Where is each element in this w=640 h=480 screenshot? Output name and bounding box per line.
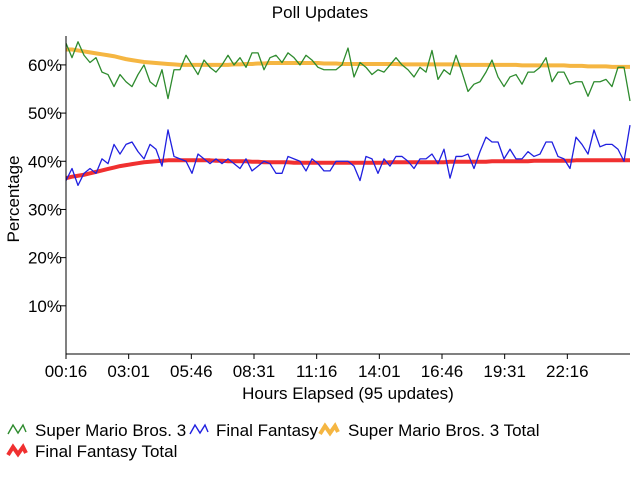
y-tick-label: 50% [28,104,62,123]
x-tick-label: 19:31 [483,362,526,381]
x-tick-label: 22:16 [546,362,589,381]
y-tick-label: 40% [28,152,62,171]
series-line-1 [65,125,631,187]
y-tick-label: 60% [28,56,62,75]
legend-label: Final Fantasy Total [35,442,177,461]
legend-label: Super Mario Bros. 3 Total [348,421,540,440]
plot-series [65,41,631,187]
x-ticks: 00:16 03:01 05:46 08:31 11:16 14:01 16:46 19:31… [45,354,589,381]
x-tick-label: 11:16 [296,362,337,381]
x-tick-label: 05:46 [170,362,213,381]
y-tick-label: 10% [28,297,62,316]
legend-zigzag-icon [318,422,340,437]
series-line-0 [65,41,631,102]
y-tick-label: 20% [28,249,62,268]
legend: Super Mario Bros. 3 Final Fantasy Super … [6,421,540,461]
x-tick-label: 14:01 [358,362,401,381]
x-axis-label: Hours Elapsed (95 updates) [242,384,454,403]
legend-item-smb3-total: Super Mario Bros. 3 Total [318,421,540,440]
y-axis-label: Percentage [4,156,23,243]
legend-label: Super Mario Bros. 3 [35,421,186,440]
x-tick-label: 16:46 [421,362,464,381]
chart-title: Poll Updates [272,3,368,22]
legend-item-smb3: Super Mario Bros. 3 [7,421,186,440]
series-line-2 [66,47,630,69]
y-ticks: 10% 20% 30% 40% 50% 60% [28,56,66,316]
legend-item-final-fantasy: Final Fantasy [189,421,319,440]
x-tick-label: 08:31 [233,362,276,381]
series-line-3 [65,158,630,181]
legend-zigzag-icon [189,423,209,435]
x-tick-label: 03:01 [107,362,150,381]
x-tick-label: 00:16 [45,362,88,381]
legend-item-ff-total: Final Fantasy Total [6,442,177,461]
legend-zigzag-icon [6,443,28,458]
legend-label: Final Fantasy [216,421,319,440]
y-tick-label: 30% [28,200,62,219]
legend-zigzag-icon [7,423,27,435]
